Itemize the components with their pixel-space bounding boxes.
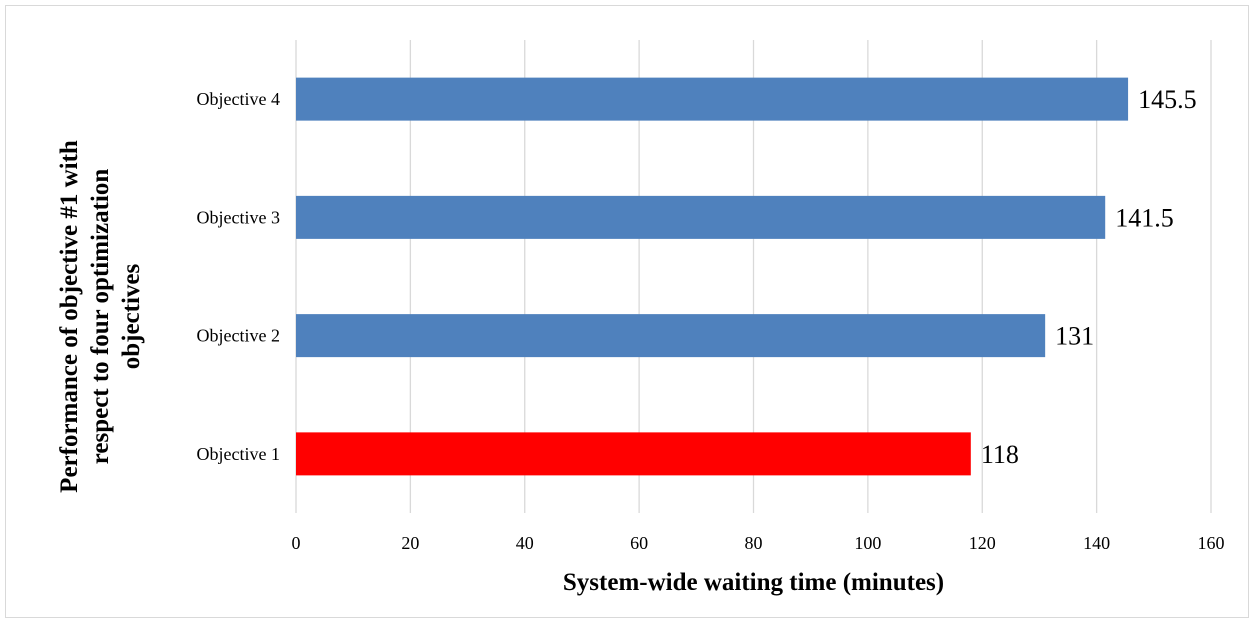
data-label: 118 xyxy=(981,440,1019,469)
x-axis-title: System-wide waiting time (minutes) xyxy=(563,569,944,596)
x-tick-label: 60 xyxy=(630,533,648,553)
x-tick-label: 0 xyxy=(292,533,301,553)
y-tick-label: Objective 4 xyxy=(197,89,280,109)
bar-objective-3 xyxy=(296,195,1106,239)
x-tick-label: 40 xyxy=(516,533,534,553)
y-axis-title-line: respect to four optimization xyxy=(87,169,114,465)
y-tick-label: Objective 3 xyxy=(197,207,280,227)
data-label: 145.5 xyxy=(1138,85,1197,114)
y-axis-title-line: objectives xyxy=(118,263,145,369)
data-label: 131 xyxy=(1055,322,1094,351)
data-label: 141.5 xyxy=(1115,203,1174,232)
x-tick-label: 160 xyxy=(1198,533,1225,553)
x-tick-label: 80 xyxy=(745,533,763,553)
y-tick-labels: Objective 1 Objective 2 Objective 3 Objecti… xyxy=(197,89,280,464)
x-tick-label: 20 xyxy=(401,533,419,553)
x-tick-label: 100 xyxy=(854,533,881,553)
bar-objective-2 xyxy=(296,314,1046,358)
x-tick-label: 120 xyxy=(969,533,996,553)
bars xyxy=(296,77,1129,476)
x-tick-labels: 0 20 40 60 80 100 120 140 160 xyxy=(292,533,1225,553)
x-tick-label: 140 xyxy=(1083,533,1110,553)
y-tick-label: Objective 2 xyxy=(197,326,280,346)
y-axis-title: Performance of objective #1 with respect … xyxy=(56,140,145,493)
bar-objective-1 xyxy=(296,432,971,476)
bar-objective-4 xyxy=(296,77,1129,121)
value-labels: 118 131 141.5 145.5 xyxy=(981,85,1197,469)
y-tick-label: Objective 1 xyxy=(197,444,280,464)
y-axis-title-line: Performance of objective #1 with xyxy=(56,140,83,493)
